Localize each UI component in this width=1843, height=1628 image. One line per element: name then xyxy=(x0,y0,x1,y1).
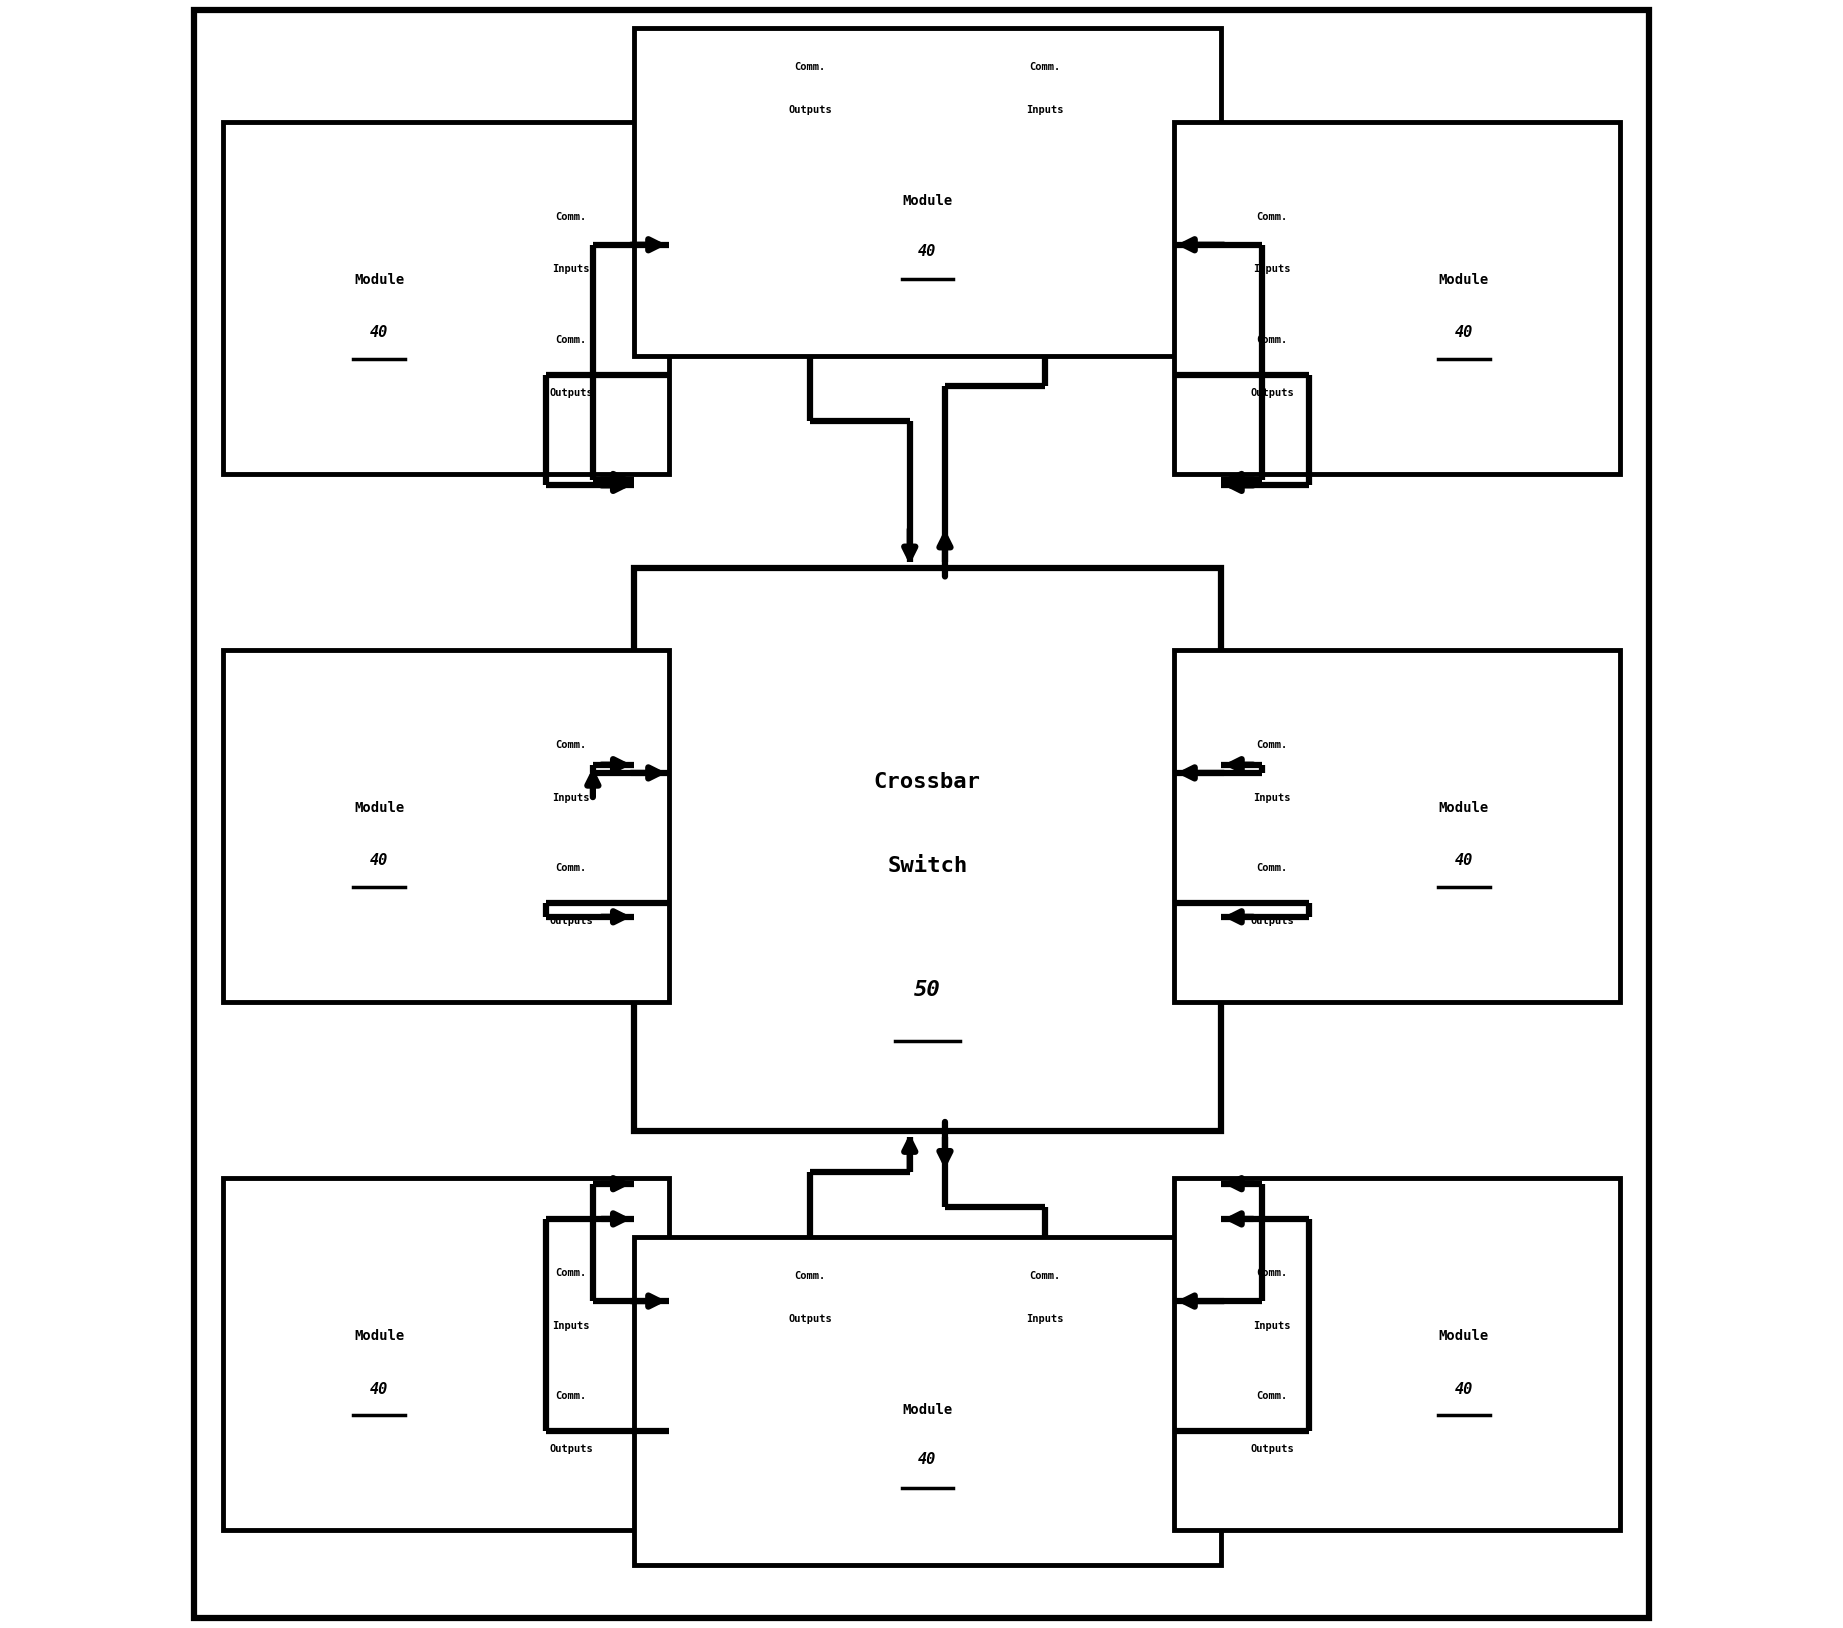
Text: 40: 40 xyxy=(370,853,389,868)
Bar xyxy=(223,122,669,474)
Text: Module: Module xyxy=(1439,274,1489,287)
Text: 40: 40 xyxy=(370,326,389,340)
Bar xyxy=(1174,1177,1620,1530)
Text: Module: Module xyxy=(354,1330,404,1343)
Text: Comm.: Comm. xyxy=(1257,1268,1288,1278)
Text: Crossbar: Crossbar xyxy=(874,772,980,791)
Text: 40: 40 xyxy=(1454,1382,1473,1397)
Text: Outputs: Outputs xyxy=(789,104,831,116)
Text: 40: 40 xyxy=(1454,326,1473,340)
Text: Comm.: Comm. xyxy=(1257,739,1288,751)
Text: Inputs: Inputs xyxy=(1253,793,1290,803)
Text: Comm.: Comm. xyxy=(794,1271,826,1281)
Text: Inputs: Inputs xyxy=(1253,264,1290,275)
Text: Inputs: Inputs xyxy=(553,793,590,803)
Bar xyxy=(634,1237,1220,1565)
Text: Comm.: Comm. xyxy=(1028,62,1060,72)
Text: Inputs: Inputs xyxy=(1027,104,1063,116)
Text: Comm.: Comm. xyxy=(555,863,586,873)
Bar xyxy=(634,28,1220,357)
Text: Outputs: Outputs xyxy=(549,387,593,397)
Text: Inputs: Inputs xyxy=(1253,1320,1290,1330)
Text: Comm.: Comm. xyxy=(555,1268,586,1278)
Bar xyxy=(1174,650,1620,1001)
Text: Inputs: Inputs xyxy=(1027,1314,1063,1324)
Text: Outputs: Outputs xyxy=(549,917,593,926)
Text: Comm.: Comm. xyxy=(1257,212,1288,221)
Text: 40: 40 xyxy=(370,1382,389,1397)
Text: Comm.: Comm. xyxy=(1028,1271,1060,1281)
Text: 50: 50 xyxy=(914,980,940,1000)
Text: Comm.: Comm. xyxy=(794,62,826,72)
Text: Module: Module xyxy=(1439,801,1489,816)
Text: Module: Module xyxy=(1439,1330,1489,1343)
Text: Inputs: Inputs xyxy=(553,264,590,275)
Text: Comm.: Comm. xyxy=(555,1392,586,1402)
Bar xyxy=(1174,122,1620,474)
Text: Outputs: Outputs xyxy=(1250,387,1294,397)
Text: Module: Module xyxy=(354,801,404,816)
Text: Module: Module xyxy=(903,194,953,208)
Text: Comm.: Comm. xyxy=(555,739,586,751)
Text: Comm.: Comm. xyxy=(1257,1392,1288,1402)
Text: Module: Module xyxy=(903,1402,953,1416)
Text: 40: 40 xyxy=(1454,853,1473,868)
Text: 40: 40 xyxy=(918,1452,936,1467)
Text: Outputs: Outputs xyxy=(549,1444,593,1454)
Bar xyxy=(223,650,669,1001)
Text: Switch: Switch xyxy=(886,856,968,876)
Text: Outputs: Outputs xyxy=(1250,917,1294,926)
Bar xyxy=(223,1177,669,1530)
Text: Module: Module xyxy=(354,274,404,287)
Text: Outputs: Outputs xyxy=(789,1314,831,1324)
Text: Comm.: Comm. xyxy=(555,212,586,221)
Text: Inputs: Inputs xyxy=(553,1320,590,1330)
Text: Comm.: Comm. xyxy=(1257,335,1288,345)
Bar xyxy=(634,568,1220,1131)
Text: 40: 40 xyxy=(918,244,936,259)
Text: Comm.: Comm. xyxy=(1257,863,1288,873)
Text: Comm.: Comm. xyxy=(555,335,586,345)
Text: Outputs: Outputs xyxy=(1250,1444,1294,1454)
